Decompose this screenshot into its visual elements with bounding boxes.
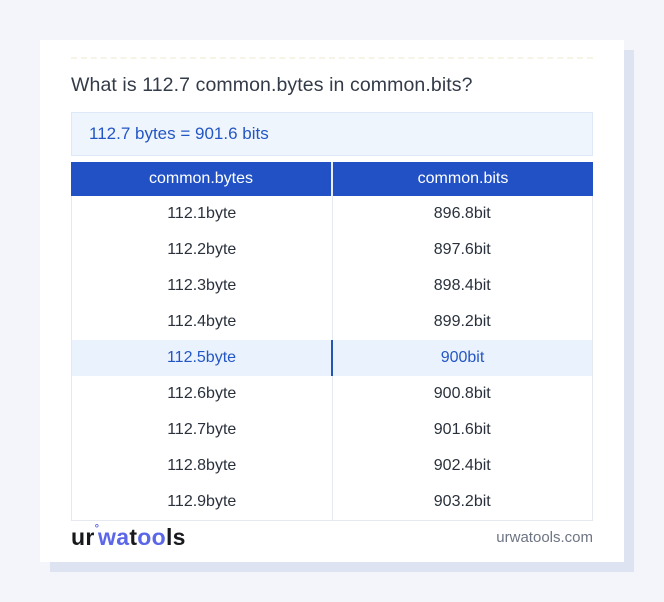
table-row[interactable]: 112.4byte 899.2bit [72,304,592,340]
converter-card: What is 112.7 common.bytes in common.bit… [40,40,624,562]
cell-bytes-value[interactable]: 112.8byte [72,448,333,484]
table-header-bits: common.bits [417,170,509,187]
cell-bytes-value[interactable]: 112.5byte [72,340,333,376]
page-title: What is 112.7 common.bytes in common.bit… [71,74,473,96]
cell-bits-value[interactable]: 898.4bit [433,277,491,294]
table-header-row: common.bytes common.bits [71,162,593,196]
conversion-result-text: 112.7 bytes = 901.6 bits [89,124,269,143]
logo-letters: wa [98,523,130,550]
cell-bytes-value[interactable]: 112.1byte [72,196,333,232]
conversion-result-box: 112.7 bytes = 901.6 bits [71,112,593,156]
cell-bits-value[interactable]: 900bit [440,349,485,366]
card-footer: ur°watools urwatools.com [71,518,593,556]
conversion-table: common.bytes common.bits 112.1byte 896.8b… [71,162,593,521]
logo-letters: oo [137,523,166,550]
logo-letters: t [129,523,138,550]
cell-bits-value[interactable]: 896.8bit [433,205,491,222]
table-row[interactable]: 112.7byte 901.6bit [72,412,592,448]
table-row[interactable]: 112.1byte 896.8bit [72,196,592,232]
cell-bits-value[interactable]: 901.6bit [433,421,491,438]
cell-bytes-value[interactable]: 112.7byte [72,412,333,448]
cell-bytes-value[interactable]: 112.4byte [72,304,333,340]
cell-bytes-value[interactable]: 112.9byte [72,484,333,520]
cell-bytes-value[interactable]: 112.3byte [72,268,333,304]
table-row[interactable]: 112.6byte 900.8bit [72,376,592,412]
cell-bits-value[interactable]: 900.8bit [433,385,491,402]
cell-bits-value[interactable]: 899.2bit [433,313,491,330]
table-row[interactable]: 112.2byte 897.6bit [72,232,592,268]
table-row[interactable]: 112.8byte 902.4bit [72,448,592,484]
cell-bytes-value[interactable]: 112.2byte [72,232,333,268]
cell-bits-value[interactable]: 902.4bit [433,457,491,474]
cell-bits-value[interactable]: 897.6bit [433,241,491,258]
cell-bytes-value[interactable]: 112.6byte [72,376,333,412]
table-row[interactable]: 112.3byte 898.4bit [72,268,592,304]
table-body: 112.1byte 896.8bit 112.2byte 897.6bit 112.3b… [71,196,593,521]
site-domain-text: urwatools.com [496,528,593,546]
table-row-highlighted[interactable]: 112.5byte 900bit [72,340,592,376]
table-row[interactable]: 112.9byte 903.2bit [72,484,592,520]
site-logo[interactable]: ur°watools [71,522,186,551]
table-header-bytes: common.bytes [71,162,333,196]
logo-ring-mark: ° [94,522,100,535]
cell-bits-value[interactable]: 903.2bit [433,493,491,510]
logo-letters: ur [71,523,95,550]
logo-letters: ls [165,523,186,550]
dashed-placeholder-line [71,57,593,59]
